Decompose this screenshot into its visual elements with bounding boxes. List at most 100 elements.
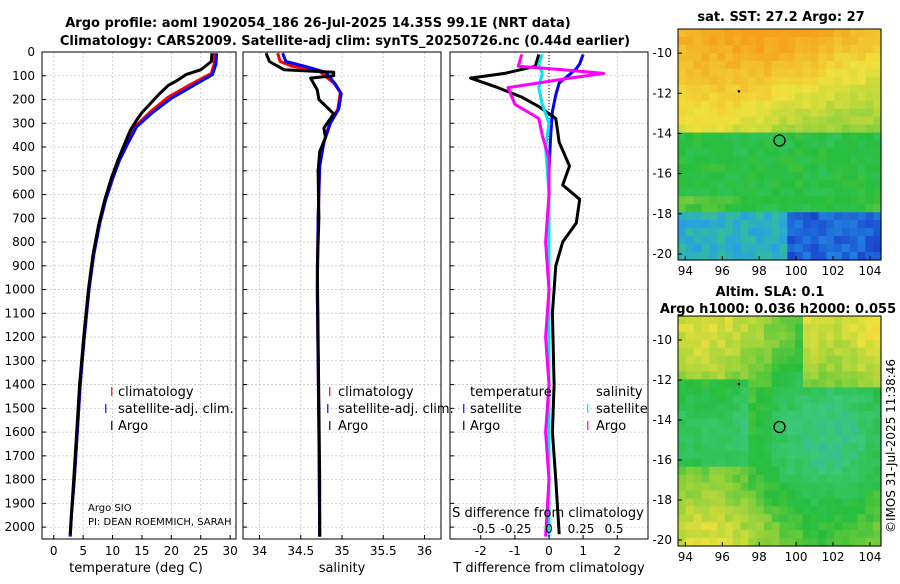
heatmap-cell (732, 490, 742, 500)
heatmap-cell (849, 180, 859, 189)
heatmap-cell (795, 316, 804, 325)
heatmap-cell (709, 100, 718, 110)
heatmap-cell (849, 466, 859, 476)
heatmap-cell (701, 132, 710, 142)
heatmap-cell (709, 316, 718, 325)
heatmap-cell (724, 244, 734, 253)
heatmap-cell (740, 442, 749, 452)
heatmap-cell (818, 44, 827, 54)
heatmap-cell (756, 514, 765, 523)
heatmap-cell (748, 323, 757, 333)
heatmap-cell (787, 403, 796, 412)
heatmap-cell (717, 132, 726, 142)
heatmap-cell (709, 530, 718, 539)
heatmap-cell (732, 44, 742, 54)
heatmap-cell (849, 100, 859, 110)
heatmap-cell (857, 60, 866, 70)
heatmap-cell (841, 474, 851, 484)
heatmap-cell (779, 36, 788, 46)
heatmap-cell (724, 395, 734, 404)
y-tick-label: 1100 (4, 306, 35, 320)
heatmap-cell (771, 236, 781, 245)
heatmap-cell (802, 196, 812, 205)
heatmap-cell (717, 60, 726, 70)
heatmap-cell (701, 212, 710, 221)
heatmap-cell (841, 466, 851, 476)
heatmap-cell (756, 442, 765, 452)
heatmap-cell (748, 100, 757, 110)
heatmap-cell (763, 220, 773, 229)
heatmap-cell (834, 108, 843, 118)
heatmap-cell (763, 68, 773, 78)
map-x-tick-label: 98 (752, 550, 767, 564)
heatmap-cell (701, 403, 710, 412)
heatmap-cell (693, 44, 703, 54)
legend-marker-argo: I (110, 419, 114, 433)
heatmap-cell (678, 92, 687, 102)
heatmap-cell (779, 68, 788, 78)
heatmap-cell (873, 156, 882, 166)
heatmap-cell (834, 148, 843, 158)
heatmap-cell (717, 506, 726, 515)
heatmap-cell (779, 204, 788, 213)
heatmap-cell (709, 506, 718, 515)
heatmap-cell (834, 355, 843, 365)
heatmap-cell (849, 156, 859, 166)
map-y-tick-label: -10 (652, 333, 672, 347)
heatmap-cell (724, 204, 734, 213)
heatmap-cell (763, 212, 773, 221)
heatmap-cell (709, 68, 718, 78)
heatmap-cell (865, 482, 874, 492)
heatmap-cell (873, 482, 882, 492)
legend-marker-satellite-adj: I (104, 402, 108, 416)
heatmap-cell (857, 506, 866, 515)
heatmap-cell (678, 442, 687, 452)
heatmap-cell (849, 236, 859, 245)
x-tick-label: 20 (164, 544, 179, 558)
y-tick-label: 700 (12, 211, 35, 225)
heatmap-cell (709, 204, 718, 213)
heatmap-cell (685, 466, 695, 476)
y-tick-label: 600 (12, 188, 35, 202)
heatmap-cell (732, 395, 742, 404)
heatmap-cell (771, 36, 781, 46)
secondary-axis-label: S difference from climatology (452, 506, 644, 521)
heatmap-cell (771, 116, 781, 126)
heatmap-cell (724, 498, 734, 507)
x-tick-label: 30 (222, 544, 237, 558)
heatmap-cell (787, 180, 796, 189)
heatmap-cell (756, 60, 765, 70)
heatmap-cell (771, 466, 781, 476)
y-tick-label: 900 (12, 259, 35, 273)
heatmap-cell (693, 188, 703, 197)
sst-map-title: sat. SST: 27.2 Argo: 27 (697, 10, 864, 25)
heatmap-cell (857, 331, 866, 341)
heatmap-cell (678, 339, 687, 349)
heatmap-cell (709, 212, 718, 221)
heatmap-cell (701, 116, 710, 126)
heatmap-cell (849, 60, 859, 70)
heatmap-cell (857, 204, 866, 213)
heatmap-cell (802, 156, 812, 166)
heatmap-cell (818, 466, 827, 476)
heatmap-cell (709, 403, 718, 412)
heatmap-cell (756, 530, 765, 539)
heatmap-cell (826, 427, 835, 436)
heatmap-cell (857, 363, 866, 373)
heatmap-cell (724, 156, 734, 166)
heatmap-cell (685, 434, 695, 444)
heatmap-cell (865, 180, 874, 189)
heatmap-cell (841, 403, 851, 412)
heatmap-cell (841, 180, 851, 189)
heatmap-cell (724, 419, 734, 428)
heatmap-cell (709, 148, 718, 158)
heatmap-cell (857, 458, 866, 468)
heatmap-cell (818, 458, 827, 468)
heatmap-cell (818, 100, 827, 110)
heatmap-cell (873, 196, 882, 205)
heatmap-cell (748, 355, 757, 365)
heatmap-cell (724, 116, 734, 126)
heatmap-cell (802, 482, 812, 492)
legend-sal-argo: Argo (596, 419, 626, 434)
heatmap-cell (678, 522, 687, 531)
